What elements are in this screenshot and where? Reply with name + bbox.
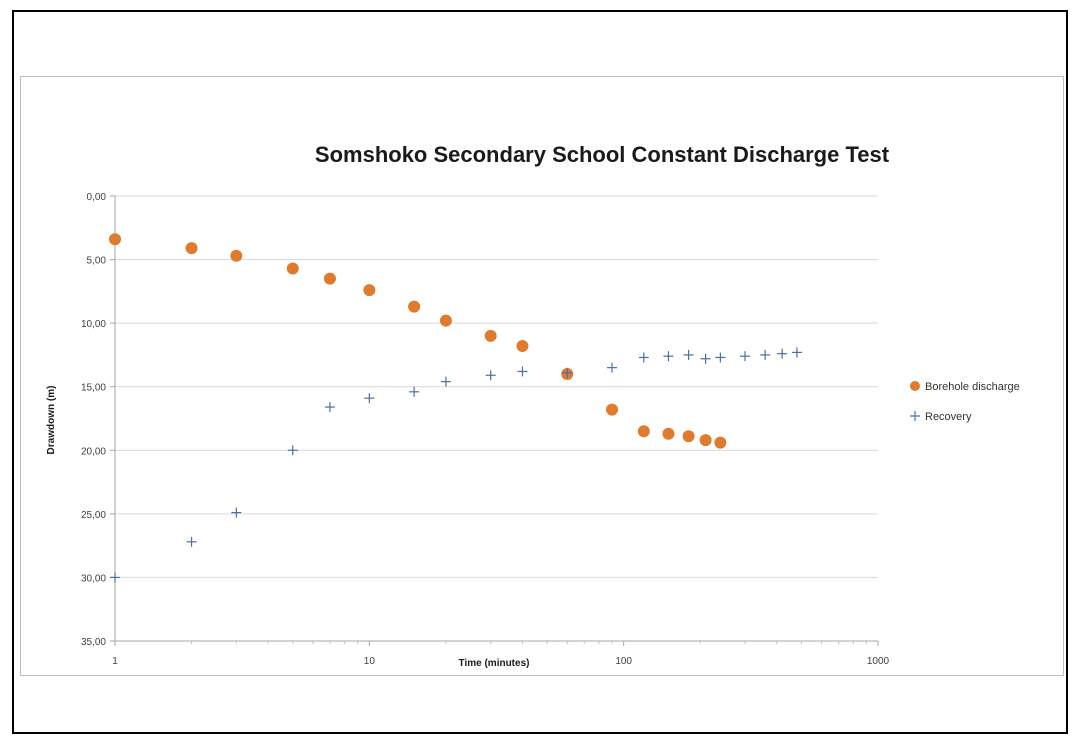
- discharge-point: [439, 314, 452, 327]
- chart-container: [20, 76, 1064, 676]
- recovery-point: [740, 351, 751, 362]
- legend-label-discharge: Borehole discharge: [925, 381, 1020, 393]
- recovery-point: [287, 445, 298, 456]
- recovery-point: [562, 367, 573, 378]
- discharge-point: [323, 272, 336, 285]
- y-tick-label: 30,00: [81, 573, 106, 584]
- discharge-point: [484, 329, 497, 342]
- recovery-point: [607, 362, 618, 373]
- recovery-point: [517, 366, 528, 377]
- legend-label-recovery: Recovery: [925, 411, 972, 423]
- y-tick-label: 10,00: [81, 319, 106, 330]
- x-tick-label: 1000: [867, 656, 890, 667]
- y-tick-label: 5,00: [87, 256, 107, 267]
- recovery-point: [760, 349, 771, 360]
- discharge-point: [714, 436, 727, 449]
- discharge-point: [109, 233, 121, 246]
- x-tick-label: 1: [112, 656, 118, 667]
- discharge-point: [699, 434, 712, 447]
- x-tick-label: 100: [615, 656, 632, 667]
- y-axis-label: Drawdown (m): [46, 386, 57, 455]
- discharge-point: [363, 284, 376, 297]
- recovery-point: [791, 347, 802, 358]
- recovery-point: [777, 348, 788, 359]
- recovery-point: [364, 393, 375, 404]
- y-tick-label: 0,00: [87, 192, 107, 203]
- legend-marker-discharge: [910, 381, 920, 391]
- y-tick-label: 20,00: [81, 446, 106, 457]
- x-tick-label: 10: [364, 656, 376, 667]
- recovery-point: [440, 376, 451, 387]
- recovery-point: [700, 353, 711, 364]
- plot-area: [109, 233, 802, 583]
- y-tick-label: 25,00: [81, 510, 106, 521]
- y-tick-label: 15,00: [81, 383, 106, 394]
- recovery-point: [409, 386, 420, 397]
- discharge-point: [185, 242, 198, 255]
- recovery-point: [663, 351, 674, 362]
- recovery-point: [683, 349, 694, 360]
- x-tick-labels: 1 10 100 1000: [112, 656, 889, 667]
- outer-frame: [12, 10, 1068, 734]
- discharge-point: [637, 425, 650, 438]
- discharge-point: [606, 403, 619, 416]
- recovery-point: [485, 370, 496, 381]
- y-tick-labels: 0,00 5,00 10,00 15,00 20,00 25,00 30,00 35,00: [81, 192, 106, 648]
- discharge-point: [662, 427, 675, 440]
- discharge-point: [286, 262, 299, 275]
- recovery-point: [638, 352, 649, 363]
- recovery-point: [110, 572, 120, 583]
- chart-title: Somshoko Secondary School Constant Disch…: [315, 142, 890, 167]
- discharge-point: [408, 300, 421, 313]
- discharge-point: [516, 340, 529, 353]
- recovery-point: [324, 402, 335, 413]
- recovery-point: [231, 507, 242, 518]
- recovery-point: [715, 352, 726, 363]
- gridlines: [110, 195, 879, 646]
- y-tick-label: 35,00: [81, 637, 106, 648]
- legend: Borehole discharge Recovery: [910, 381, 1020, 423]
- discharge-point: [682, 430, 695, 443]
- recovery-point: [186, 536, 197, 547]
- x-axis-label: Time (minutes): [459, 658, 530, 669]
- discharge-point: [230, 249, 243, 262]
